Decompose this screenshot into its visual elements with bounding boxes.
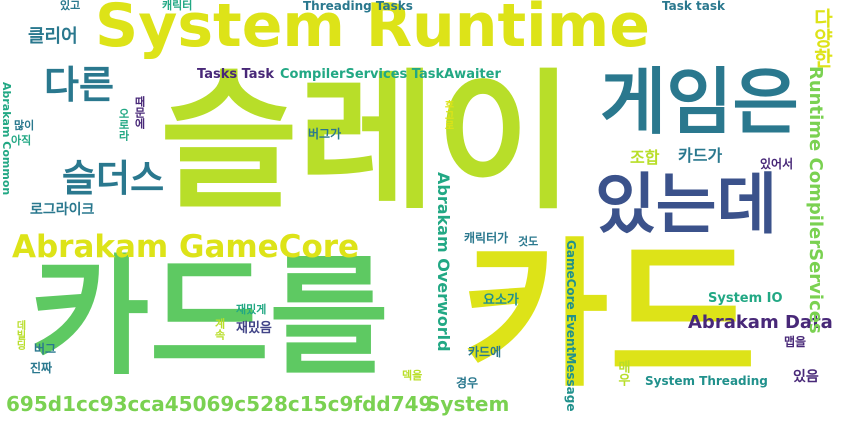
word-kadeureul: 카드를 [30,241,389,393]
word-system: System [426,392,510,416]
word-mani: 많이 [14,119,35,132]
word-isseoseo: 있어서 [760,157,794,171]
word-system-runtime: System Runtime [95,0,650,61]
word-abrakam-gamecore: Abrakam GameCore [12,229,360,265]
word-ttaemune: 때문에 [133,96,146,129]
word-beogeu: 버그 [34,342,57,356]
word-kadeuga: 카드가 [678,146,723,165]
word-hash-id: 695d1cc93cca45069c528c15c9fdd749 [6,392,433,416]
word-gamecore-eventmessage: GameCore EventMessage [564,240,578,412]
word-dekeul: 덱을 [402,369,423,382]
word-debilding: 데빌딩 [14,320,25,350]
word-compilerservices-taskawaiter: CompilerServices TaskAwaiter [280,67,501,82]
word-gyesok: 계속 [213,318,226,340]
word-system-io: System IO [708,291,783,306]
word-geimeun: 게임은 [600,60,799,144]
word-keullieo: 클리어 [28,26,78,47]
word-inneunde: 있는데 [595,166,778,243]
word-system-threading: System Threading [645,374,768,388]
word-gyeongu: 경우 [456,376,479,390]
word-kaerikteo: 캐릭터 [162,0,193,12]
word-threading-tasks: Threading Tasks [303,0,413,13]
word-maebeul: 맵을 [784,335,807,349]
word-abrakam-data: Abrakam Data [688,312,833,333]
word-maeu: 매우 [615,360,630,386]
word-rogeulaikeu: 로그라이크 [30,202,95,218]
word-kaerikteoga: 캐릭터가 [464,231,509,245]
word-johap: 조합 [630,148,660,167]
word-dareun: 다른 [44,63,114,107]
word-kadeu: 카드 [462,222,757,409]
word-seuldeoseu: 슬더스 [62,157,165,200]
word-geotdo: 것도 [518,235,539,248]
word-ajik: 아직 [11,134,32,147]
word-beogeuga: 버그가 [308,127,342,141]
word-runtime-compilerservices: Runtime CompilerServices [805,66,826,334]
word-itgo: 있고 [60,0,81,12]
word-jaemisseum: 재밌음 [236,321,272,336]
word-abrakam-common: Abrakam Common [0,82,13,196]
word-dayanghan: 다양한 [810,8,834,68]
word-jaemitge: 재밌게 [236,303,267,316]
word-yosoga: 요소가 [483,293,519,308]
word-tasks-task: Tasks Task [197,67,274,82]
word-seullei: 슬레이 [160,56,575,230]
word-jinjja: 진짜 [30,361,53,375]
word-isseum: 있음 [793,369,819,385]
word-hugoro: 후고로 [442,100,453,130]
word-abrakam-overworld: Abrakam Overworld [434,172,453,352]
word-orora: 오로라 [117,108,130,141]
word-kadeue: 카드에 [468,345,502,359]
word-task-task: Task task [662,0,725,13]
